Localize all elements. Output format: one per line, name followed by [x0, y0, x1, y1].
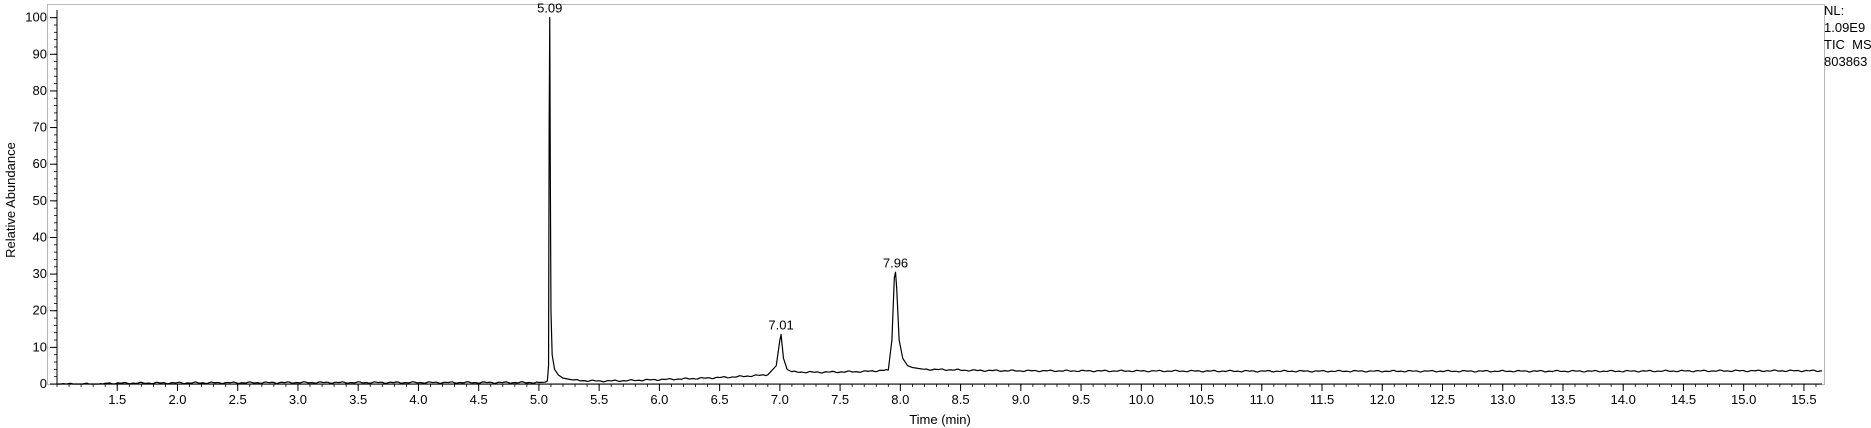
y-tick-label: 100 — [25, 10, 47, 25]
x-tick-label: 11.5 — [1310, 392, 1334, 407]
peak-label: 7.96 — [883, 255, 908, 270]
x-tick-label: 5.0 — [530, 392, 548, 407]
x-tick-label: 2.5 — [229, 392, 247, 407]
x-tick-label: 15.0 — [1731, 392, 1756, 407]
trace-label: TIC MS — [1824, 37, 1871, 52]
tick-labels: 1.5 2.0 2.5 3.0 3.5 4.0 4.5 5.0 5.5 6.0 6.5 7.0 7.5 8… — [25, 10, 1816, 407]
peak-labels: 5.09 7.01 7.96 — [537, 1, 908, 333]
tic-trace — [57, 17, 1823, 385]
ticks — [50, 17, 1817, 391]
y-tick-label: 80 — [33, 83, 47, 98]
file-id: 803863 — [1824, 54, 1868, 69]
x-tick-label: 15.5 — [1791, 392, 1816, 407]
x-tick-label: 4.0 — [409, 392, 427, 407]
x-tick-label: 14.5 — [1671, 392, 1696, 407]
x-tick-label: 6.5 — [711, 392, 729, 407]
y-tick-label: 60 — [33, 156, 47, 171]
x-tick-label: 11.0 — [1250, 392, 1274, 407]
x-tick-label: 9.0 — [1012, 392, 1030, 407]
plot-frame — [47, 4, 1825, 385]
x-tick-label: 13.0 — [1490, 392, 1515, 407]
axes — [56, 10, 1822, 385]
y-tick-label: 70 — [33, 120, 47, 135]
nl-value: 1.09E9 — [1824, 20, 1866, 35]
x-tick-label: 10.0 — [1129, 392, 1154, 407]
y-tick-label: 10 — [33, 339, 47, 354]
peak-label: 7.01 — [768, 318, 793, 333]
x-tick-label: 8.5 — [952, 392, 970, 407]
y-tick-label: 40 — [33, 229, 47, 244]
y-axis-title: Relative Abundance — [3, 142, 18, 258]
x-axis-title: Time (min) — [909, 412, 971, 427]
x-tick-label: 12.5 — [1430, 392, 1455, 407]
x-tick-label: 7.5 — [831, 392, 849, 407]
y-tick-label: 90 — [33, 46, 47, 61]
x-tick-label: 7.0 — [771, 392, 789, 407]
x-tick-label: 3.5 — [349, 392, 367, 407]
x-tick-label: 13.5 — [1550, 392, 1575, 407]
nl-label: NL: — [1824, 3, 1845, 18]
x-tick-label: 5.5 — [590, 392, 608, 407]
x-tick-label: 12.0 — [1370, 392, 1395, 407]
x-tick-label: 9.5 — [1072, 392, 1090, 407]
info-panel: NL: 1.09E9 TIC MS 803863 — [1824, 2, 1871, 70]
x-tick-label: 10.5 — [1189, 392, 1214, 407]
peak-label: 5.09 — [537, 1, 562, 16]
x-tick-label: 6.0 — [650, 392, 668, 407]
x-tick-label: 3.0 — [289, 392, 307, 407]
x-tick-label: 4.5 — [470, 392, 488, 407]
x-tick-label: 1.5 — [108, 392, 126, 407]
x-tick-label: 8.0 — [891, 392, 909, 407]
y-tick-label: 20 — [33, 303, 47, 318]
y-tick-label: 50 — [33, 193, 47, 208]
y-tick-label: 30 — [33, 266, 47, 281]
y-tick-label: 0 — [40, 376, 47, 391]
x-tick-label: 14.0 — [1611, 392, 1636, 407]
x-tick-label: 2.0 — [168, 392, 186, 407]
